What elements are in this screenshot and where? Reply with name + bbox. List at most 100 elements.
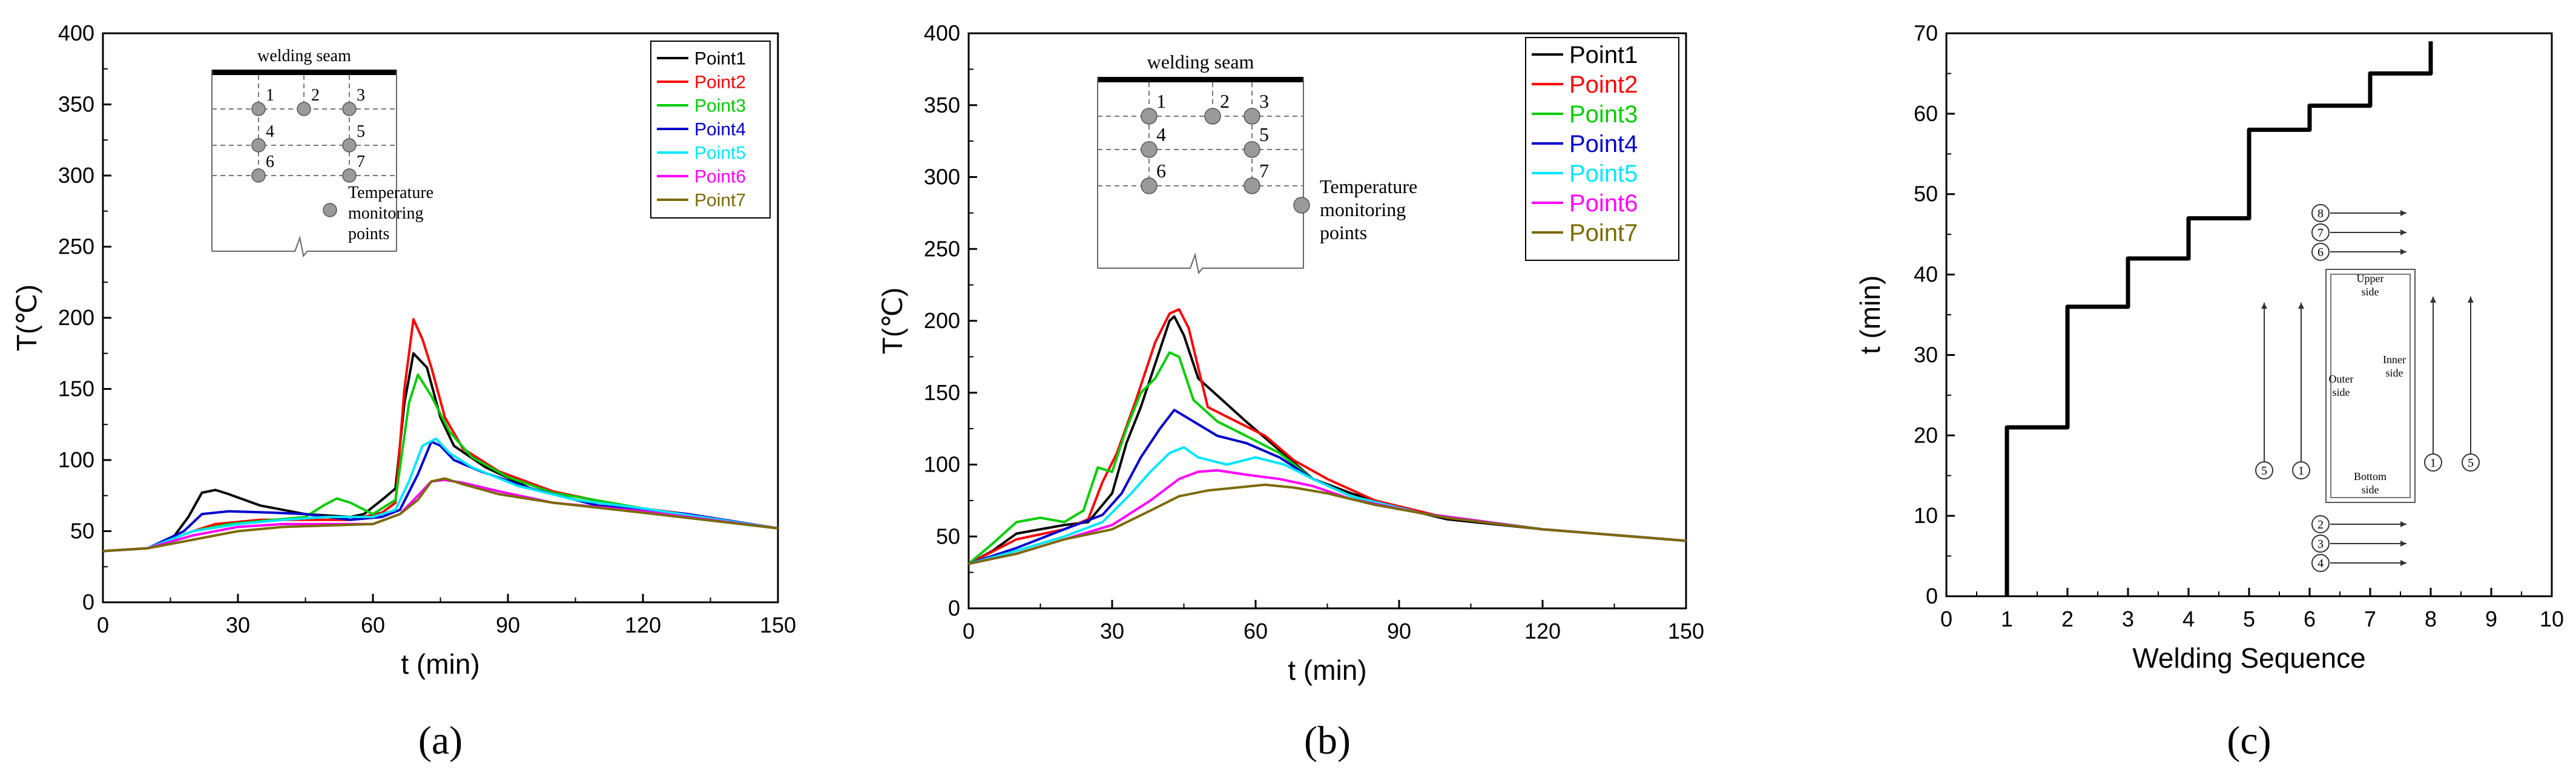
- monitor-point-number: 7: [1259, 160, 1269, 182]
- circled-number-text: 8: [2317, 207, 2324, 220]
- arrow-head: [2400, 249, 2406, 255]
- break-line: [212, 235, 397, 258]
- legend-dot: [323, 203, 337, 217]
- y-tick-label: 50: [936, 524, 960, 548]
- inset-seam-label: welding seam: [257, 47, 351, 65]
- circled-number: [2311, 554, 2330, 572]
- series-line-point4: [102, 440, 779, 553]
- series-line-point7: [102, 477, 779, 553]
- section-inner: [2330, 274, 2411, 498]
- circled-number-text: 2: [2317, 518, 2324, 531]
- monitor-label-line: monitoring: [348, 204, 423, 223]
- monitor-point-number: 5: [1259, 123, 1269, 145]
- y-tick-label: 300: [924, 165, 960, 189]
- x-axis-label: t (min): [401, 648, 479, 680]
- legend-entry: Point3: [694, 96, 746, 116]
- inset-diagram: welding seam 1 2 3 4 5 6 7 Temperature monitoring…: [211, 47, 433, 258]
- legend-entry: Point3: [1569, 101, 1638, 128]
- outer-side-label: Outer: [2329, 373, 2354, 385]
- circled-number: [2311, 223, 2330, 242]
- monitor-point-number: 6: [266, 153, 274, 171]
- monitor-label-line: Temperature: [1320, 176, 1417, 197]
- y-tick-label: 0: [1926, 584, 1938, 608]
- break-line: [1098, 252, 1303, 275]
- y-tick-label: 20: [1914, 423, 1938, 447]
- series-line-point2: [102, 318, 779, 553]
- y-tick-label: 30: [1914, 342, 1938, 367]
- monitor-point-dot: [251, 168, 266, 183]
- legend: Point1 Point2 Point3 Point4 Point5 Point6 Poin…: [1525, 37, 1679, 261]
- series-line-point1: [968, 315, 1687, 565]
- panel-label: (c): [2227, 719, 2271, 763]
- monitor-label-line: points: [348, 225, 389, 243]
- circled-number-text: 1: [2298, 464, 2304, 478]
- arrow-head: [2261, 303, 2267, 309]
- y-tick-label: 300: [58, 163, 94, 188]
- panel-label: (b): [1304, 719, 1351, 763]
- legend-entry: Point5: [1569, 160, 1638, 187]
- y-tick-label: 0: [82, 590, 94, 614]
- arrow-head: [2430, 297, 2436, 303]
- legend-entry: Point1: [694, 49, 746, 69]
- x-tick-label: 30: [226, 613, 250, 637]
- monitor-label-line: monitoring: [1320, 199, 1406, 220]
- chart-c: 0 1 2 3 4 5 6 7 8 9 10 0 10 20 30 40 50 60 70 Welding Seque…: [1854, 21, 2564, 763]
- legend-entry: Point4: [1569, 131, 1638, 157]
- monitor-point-number: 3: [357, 86, 365, 105]
- monitor-label-line: points: [1320, 222, 1367, 243]
- x-tick-label: 8: [2425, 607, 2437, 631]
- x-tick-label: 150: [760, 613, 796, 637]
- circled-number: [2292, 461, 2310, 479]
- monitor-point-number: 3: [1259, 90, 1269, 112]
- y-tick-label: 250: [58, 234, 94, 259]
- y-tick-label: 0: [948, 596, 960, 620]
- arrow-head: [2468, 297, 2474, 303]
- legend-entry: Point6: [694, 167, 746, 187]
- y-tick-label: 10: [1914, 503, 1938, 528]
- y-tick-label: 150: [924, 380, 960, 405]
- monitor-point-dot: [1141, 141, 1158, 158]
- circled-number-text: 3: [2317, 538, 2324, 551]
- panel-label: (a): [418, 719, 463, 763]
- x-axis-label: Welding Sequence: [2132, 642, 2365, 674]
- x-tick-label: 10: [2540, 607, 2564, 631]
- weld-sequence-diagram: UppersideInnersideOutersideBottomside876…: [2255, 204, 2480, 572]
- legend-entry: Point4: [694, 120, 746, 140]
- series-line-point5: [102, 437, 779, 553]
- circled-number-text: 5: [2468, 456, 2474, 470]
- legend-box: [1525, 37, 1679, 261]
- y-tick-label: 50: [1914, 182, 1938, 206]
- y-tick-label: 100: [924, 452, 960, 477]
- y-tick-label: 200: [58, 305, 94, 330]
- x-tick-label: 90: [1387, 619, 1411, 643]
- monitor-point-dot: [342, 138, 357, 153]
- y-axis-label: T(℃): [877, 288, 908, 354]
- series-line-point5: [968, 446, 1687, 565]
- y-axis-label: T(℃): [11, 285, 42, 351]
- legend: Point1 Point2 Point3 Point4 Point5 Point6 Poin…: [650, 41, 771, 219]
- circled-number-text: 4: [2317, 557, 2324, 570]
- monitor-point-dot: [1244, 177, 1260, 194]
- monitor-point-dot: [342, 102, 357, 116]
- x-tick-label: 0: [1940, 607, 1952, 631]
- monitor-label-line: Temperature: [348, 183, 433, 202]
- y-tick-label: 100: [58, 447, 94, 472]
- bottom-side-label: side: [2362, 484, 2379, 496]
- upper-side-label: side: [2362, 286, 2379, 298]
- arrow-head: [2400, 210, 2406, 216]
- circled-number: [2462, 453, 2480, 472]
- series-line-point7: [968, 483, 1687, 565]
- plot-frame: [1945, 32, 2553, 597]
- monitor-point-dot: [251, 102, 266, 116]
- y-tick-label: 200: [924, 308, 960, 333]
- x-axis-label: t (min): [1288, 654, 1366, 686]
- monitor-point-number: 6: [1156, 160, 1166, 182]
- circled-number: [2311, 515, 2330, 533]
- x-tick-label: 2: [2061, 607, 2074, 631]
- arrow-head: [2298, 303, 2304, 309]
- inner-side-label: Inner: [2383, 354, 2406, 366]
- y-tick-label: 400: [58, 21, 94, 45]
- x-tick-label: 120: [1524, 619, 1561, 643]
- monitor-point-dot: [342, 168, 357, 183]
